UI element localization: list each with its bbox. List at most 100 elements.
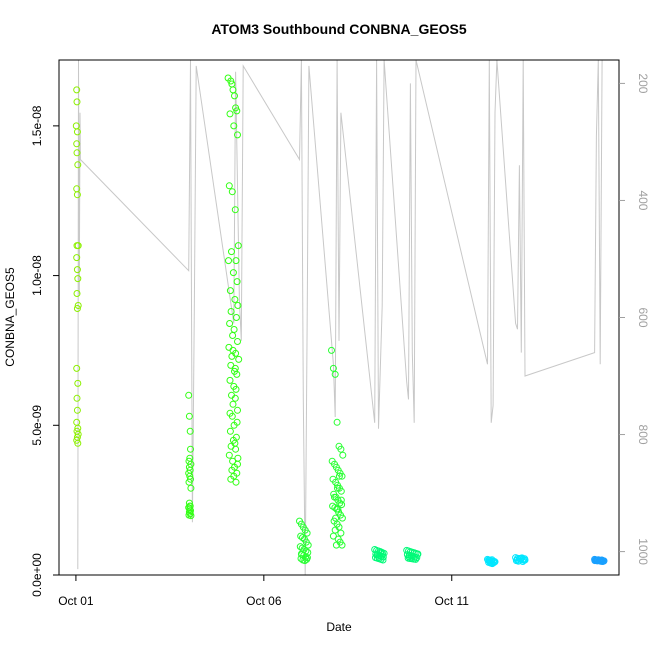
data-point-series-0 [74, 302, 82, 309]
data-point-series-0 [73, 98, 81, 106]
data-point-series-4 [337, 529, 345, 537]
data-point-series-2 [231, 394, 239, 402]
data-point-series-0 [74, 439, 82, 447]
data-point-series-3 [299, 534, 306, 542]
data-point-series-2 [232, 314, 240, 321]
data-point-series-2 [234, 406, 241, 414]
data-point-series-0 [73, 305, 81, 312]
data-point-series-2 [228, 466, 236, 474]
y-tick-label: 1.0e-08 [30, 255, 44, 296]
data-point-series-4 [338, 514, 346, 522]
data-point-series-6 [414, 550, 422, 558]
data-point-series-2 [228, 188, 236, 196]
data-point-series-2 [226, 427, 234, 435]
data-point-series-6 [405, 553, 413, 561]
data-point-series-0 [73, 128, 81, 136]
data-point-series-2 [227, 77, 235, 85]
data-points-layer [72, 74, 608, 568]
data-point-series-0 [73, 406, 81, 414]
data-point-series-0 [73, 436, 81, 444]
pressure-track-layer [77, 59, 603, 576]
data-point-series-4 [331, 493, 338, 501]
data-point-series-2 [234, 338, 241, 345]
data-point-series-5 [377, 549, 385, 557]
data-point-series-3 [303, 529, 311, 537]
data-point-series-2 [234, 242, 242, 250]
data-point-series-4 [337, 496, 345, 504]
x-axis-label: Date [326, 620, 352, 634]
y2-tick-label: 200 [636, 73, 650, 93]
data-point-series-1 [186, 502, 194, 510]
data-point-series-2 [231, 364, 239, 372]
y-tick-label: 1.5e-08 [30, 105, 44, 146]
data-point-series-2 [228, 248, 235, 256]
data-point-series-4 [331, 370, 339, 378]
data-point-series-0 [74, 275, 82, 283]
data-point-series-2 [227, 308, 235, 315]
data-point-series-4 [338, 501, 346, 509]
axes-layer: Oct 01 Oct 06 Oct 11 0.0e+00 5.0e-09 1.0e-08 1… [30, 59, 650, 608]
data-point-series-1 [185, 412, 193, 420]
data-point-series-4 [337, 445, 345, 453]
data-point-series-2 [231, 296, 239, 303]
data-point-series-3 [303, 554, 311, 562]
data-point-series-2 [232, 385, 240, 393]
data-point-series-0 [73, 191, 81, 199]
data-point-series-7 [488, 559, 496, 567]
data-point-series-2 [234, 131, 241, 139]
data-point-series-4 [334, 505, 342, 513]
data-point-series-2 [227, 475, 235, 483]
data-point-series-8 [521, 555, 529, 563]
data-point-series-0 [73, 266, 81, 274]
y2-tick-label: 600 [636, 307, 650, 327]
y2-tick-label: 800 [636, 425, 650, 445]
data-point-series-2 [225, 257, 232, 265]
data-point-series-1 [187, 507, 194, 515]
data-point-series-2 [229, 346, 237, 354]
data-point-series-2 [225, 182, 233, 190]
data-point-series-2 [226, 110, 234, 118]
data-point-series-2 [230, 122, 238, 130]
data-point-series-2 [233, 278, 241, 286]
data-point-series-2 [232, 478, 240, 486]
data-point-series-2 [229, 457, 237, 465]
y2-tick-label: 400 [636, 190, 650, 210]
data-point-series-4 [338, 472, 346, 480]
data-point-series-0 [73, 86, 81, 94]
y-tick-label: 5.0e-09 [30, 405, 44, 446]
data-point-series-2 [226, 320, 234, 327]
data-point-series-4 [335, 472, 343, 480]
data-point-series-2 [233, 107, 241, 115]
x-tick-label: Oct 01 [58, 594, 94, 608]
data-point-series-4 [339, 451, 347, 459]
data-point-series-2 [234, 302, 242, 309]
data-point-series-2 [231, 92, 238, 100]
data-point-series-1 [186, 427, 194, 435]
data-point-series-0 [73, 140, 81, 148]
data-point-series-9 [591, 556, 599, 564]
data-point-series-0 [73, 254, 81, 262]
data-point-series-9 [598, 556, 606, 564]
data-point-series-0 [73, 394, 81, 402]
data-point-series-1 [187, 445, 194, 453]
data-point-series-1 [185, 391, 193, 399]
data-point-series-3 [304, 541, 312, 549]
data-point-series-0 [73, 290, 81, 297]
data-point-series-2 [230, 421, 238, 429]
data-point-series-2 [226, 409, 234, 417]
pressure-track-line [77, 59, 603, 576]
data-point-series-1 [187, 484, 195, 492]
data-point-series-2 [232, 257, 240, 265]
data-point-series-2 [229, 400, 237, 408]
data-point-series-2 [234, 460, 241, 468]
data-point-series-2 [232, 445, 240, 453]
x-tick-label: Oct 11 [435, 594, 470, 608]
data-point-series-2 [229, 332, 237, 339]
data-point-series-4 [338, 541, 346, 549]
y-tick-label: 0.0e+00 [30, 553, 44, 597]
data-point-series-2 [229, 269, 237, 277]
data-point-series-4 [328, 346, 335, 354]
y-axis-label: CONBNA_GEOS5 [3, 267, 17, 367]
